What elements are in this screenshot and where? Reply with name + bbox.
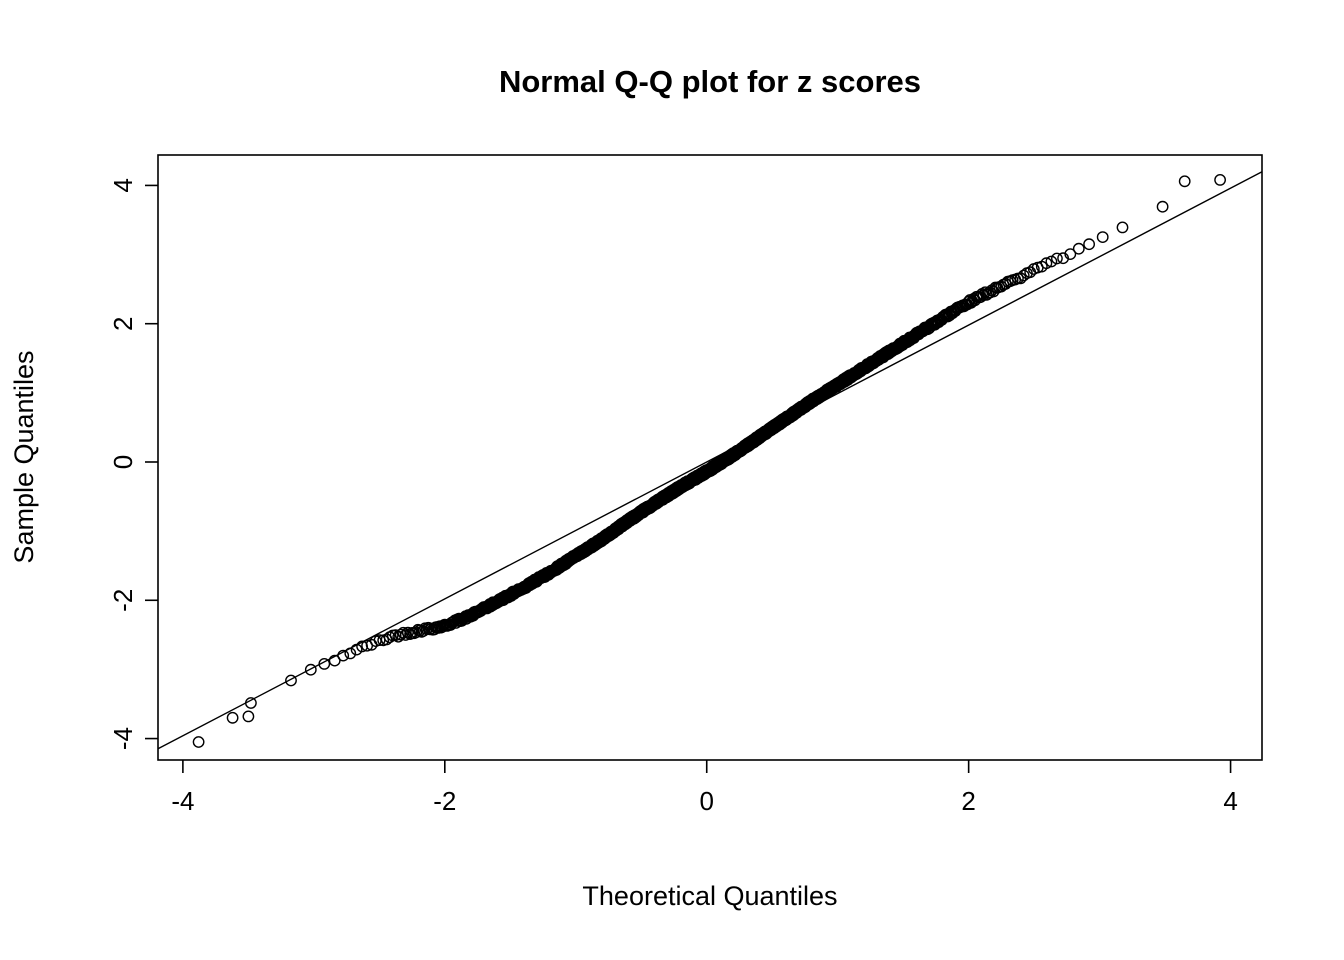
plot-box <box>157 154 1263 761</box>
qq-point <box>1116 221 1129 234</box>
qq-point <box>394 628 407 641</box>
qq-point <box>244 697 257 709</box>
qq-point <box>1040 257 1053 270</box>
x-tick-label: 2 <box>961 786 975 816</box>
qq-point <box>1051 252 1063 265</box>
x-tick-label: -2 <box>433 786 456 816</box>
qq-point <box>1045 255 1058 268</box>
qq-point <box>1017 269 1030 282</box>
qq-point <box>318 658 331 670</box>
qq-point <box>242 710 255 723</box>
y-tick-label: -2 <box>108 589 138 612</box>
qq-point <box>304 663 317 676</box>
qq-point <box>1214 173 1227 186</box>
qq-point <box>1156 200 1169 213</box>
qq-point <box>1178 175 1191 188</box>
qq-points <box>192 173 1227 748</box>
y-tick-label: 4 <box>108 178 138 192</box>
x-tick-label: -4 <box>171 786 194 816</box>
qq-point <box>192 736 205 748</box>
qq-point <box>328 654 341 667</box>
x-axis: -4 -2 0 2 4 <box>171 760 1238 816</box>
qq-point <box>285 674 297 687</box>
x-tick-label: 4 <box>1223 786 1237 816</box>
y-axis-label: Sample Quantiles <box>9 350 39 563</box>
qq-point <box>337 649 350 662</box>
y-tick-label: 2 <box>108 316 138 330</box>
x-tick-label: 0 <box>699 786 713 816</box>
qq-point <box>1064 248 1077 261</box>
y-tick-label: 0 <box>108 455 138 469</box>
qq-point <box>1072 242 1085 255</box>
qq-reference-line <box>157 171 1263 750</box>
qq-point <box>1096 231 1109 244</box>
qq-point <box>344 647 357 660</box>
qq-point <box>1083 238 1096 251</box>
x-axis-label: Theoretical Quantiles <box>582 881 837 911</box>
y-tick-label: -4 <box>108 727 138 750</box>
qq-point <box>399 629 412 641</box>
chart-title: Normal Q-Q plot for z scores <box>499 64 921 99</box>
y-axis: -4 -2 0 2 4 <box>108 178 158 750</box>
qq-point <box>226 711 239 724</box>
